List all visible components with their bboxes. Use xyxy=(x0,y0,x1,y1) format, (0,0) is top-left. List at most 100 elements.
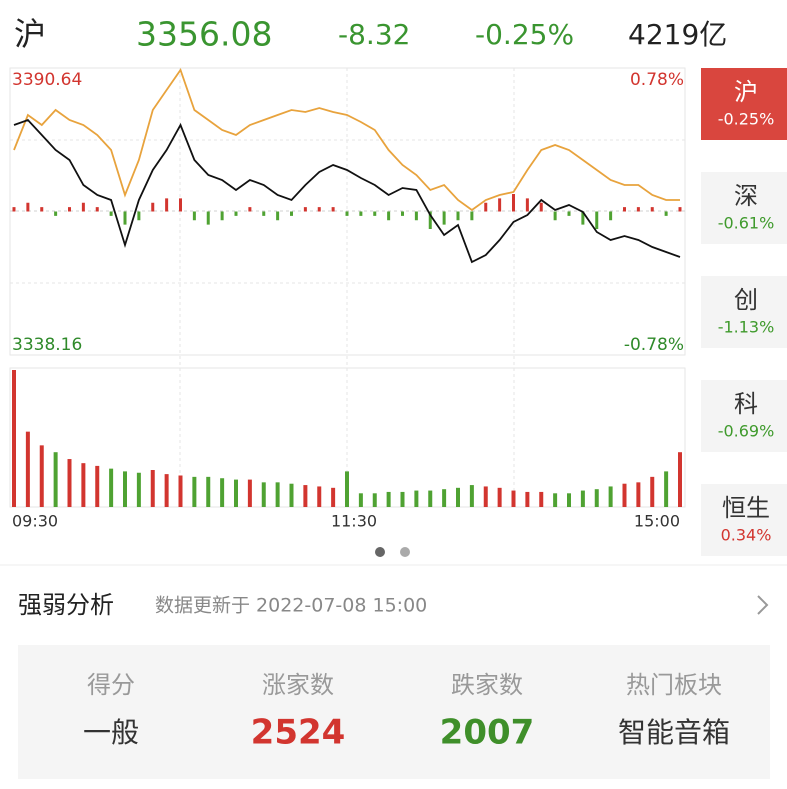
market-tab[interactable] xyxy=(701,172,787,244)
volume-bar xyxy=(178,475,183,507)
volume-bar xyxy=(331,487,336,507)
volume-bar xyxy=(150,470,155,507)
market-tab[interactable] xyxy=(701,68,787,140)
volume-bar xyxy=(428,490,433,507)
volume-bar xyxy=(345,471,349,507)
volume-bar xyxy=(81,463,86,507)
diff-bar xyxy=(12,207,16,212)
stat-label: 得分 xyxy=(87,671,135,699)
volume-bar xyxy=(39,445,44,507)
diff-bar xyxy=(206,211,210,225)
stat-label: 跌家数 xyxy=(451,671,523,699)
volume-bar xyxy=(358,493,363,507)
volume-bar xyxy=(164,474,169,507)
chevron[interactable] xyxy=(757,595,769,615)
volume-bar xyxy=(317,486,322,507)
page-dot xyxy=(400,547,410,557)
tab-change: -0.25% xyxy=(718,110,775,129)
turnover: 4219亿 xyxy=(628,18,727,51)
tab-change: 0.34% xyxy=(721,526,772,545)
volume-bar xyxy=(275,482,280,507)
stat-value: 2007 xyxy=(440,713,535,753)
diff-bar xyxy=(331,207,335,212)
diff-bar xyxy=(428,211,432,229)
market-tab[interactable] xyxy=(701,484,787,556)
volume-bar xyxy=(386,491,391,507)
x-tick-label: 11:30 xyxy=(331,512,377,531)
y2-tick-label: 0.78% xyxy=(630,70,684,90)
volume-bar xyxy=(664,471,669,507)
y2-tick-label: -0.78% xyxy=(624,335,684,355)
diff-bar xyxy=(192,211,196,221)
volume-bar xyxy=(25,431,30,507)
volume-bar xyxy=(95,465,100,507)
diff-bar xyxy=(26,202,30,212)
diff-bar xyxy=(290,211,293,216)
stat-value: 一般 xyxy=(83,716,139,749)
tab-change: -1.13% xyxy=(718,318,775,337)
diff-bar xyxy=(414,211,418,221)
diff-bar xyxy=(387,211,391,221)
volume-bar xyxy=(372,493,377,507)
diff-bar xyxy=(151,202,155,212)
tab-name: 沪 xyxy=(734,78,758,106)
volume-bar xyxy=(567,493,571,507)
tab-name: 恒生 xyxy=(722,494,770,522)
diff-bar xyxy=(248,207,252,212)
market: 沪 xyxy=(14,15,46,53)
diff-bar xyxy=(220,211,224,221)
diff-bar xyxy=(179,198,182,212)
tab-change: -0.69% xyxy=(718,422,775,441)
volume-bar xyxy=(67,459,72,507)
tab-change: -0.61% xyxy=(718,214,775,233)
diff-bar xyxy=(581,211,585,225)
volume-bar xyxy=(303,485,308,507)
diff-bar xyxy=(539,202,543,212)
market-tab[interactable] xyxy=(701,380,787,452)
diff-bar xyxy=(81,202,85,212)
diff-bar xyxy=(359,211,363,216)
diff-bar xyxy=(553,211,557,221)
volume-bar xyxy=(400,491,405,507)
diff-bar xyxy=(623,207,626,212)
diff-bar xyxy=(470,211,474,221)
diff-bar xyxy=(95,207,99,212)
volume-bar xyxy=(539,491,544,507)
diff-bar xyxy=(650,207,654,212)
volume-bar xyxy=(206,476,211,507)
volume-bar xyxy=(525,491,530,507)
tab-name: 深 xyxy=(734,182,758,210)
stats-card xyxy=(18,645,770,779)
diff-bar xyxy=(137,211,141,221)
volume-bar xyxy=(53,452,58,507)
volume-bar xyxy=(192,476,197,507)
diff-bar xyxy=(54,211,58,216)
volume-bar xyxy=(553,493,558,507)
diff-bar xyxy=(123,211,127,225)
change: -8.32 xyxy=(338,18,410,51)
y-tick-label: 3338.16 xyxy=(12,335,82,355)
diff-bar xyxy=(345,211,349,216)
diff-bar xyxy=(664,211,668,216)
volume-bar xyxy=(511,490,516,507)
diff-bar xyxy=(525,198,529,212)
market-tab[interactable] xyxy=(701,276,787,348)
stat-value: 2524 xyxy=(251,713,346,753)
diff-bar xyxy=(373,211,377,216)
volume-bar xyxy=(109,468,114,507)
diff-bar xyxy=(68,207,71,212)
volume-bar xyxy=(442,489,447,507)
volume-bar xyxy=(483,486,488,507)
volume-bar xyxy=(123,471,127,507)
volume-bar xyxy=(414,490,419,507)
volume-bar xyxy=(650,476,655,507)
diff-bar xyxy=(276,211,280,221)
diff-bar xyxy=(317,207,321,212)
diff-bar xyxy=(165,198,169,212)
stat-label: 热门板块 xyxy=(626,671,722,699)
tab-name: 创 xyxy=(734,286,758,314)
diff-bar xyxy=(303,207,307,212)
volume-bar xyxy=(220,478,225,507)
update-time: 数据更新于 2022-07-08 15:00 xyxy=(155,595,427,617)
